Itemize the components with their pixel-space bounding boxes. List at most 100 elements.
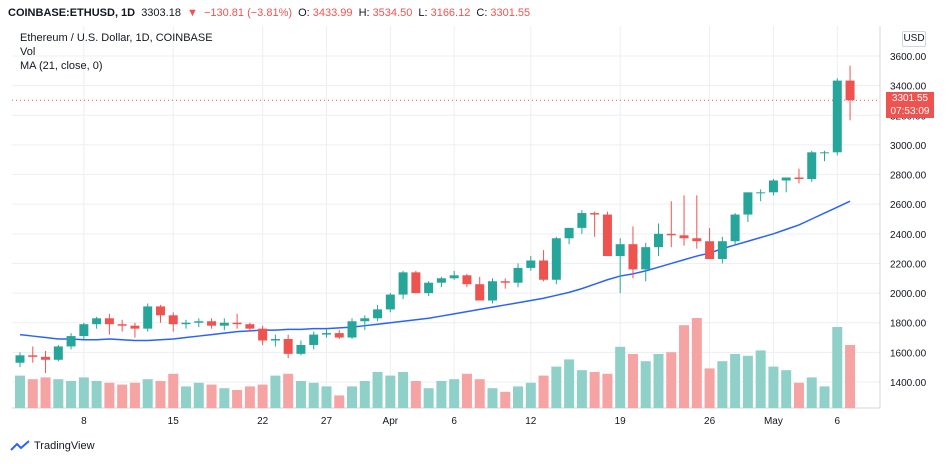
volume-bar bbox=[142, 379, 153, 408]
low-label: L: bbox=[418, 7, 428, 19]
close-value: 3301.55 bbox=[490, 7, 531, 19]
x-tick-label: 19 bbox=[615, 416, 627, 427]
candle-body bbox=[602, 214, 612, 257]
candle-body bbox=[321, 333, 331, 335]
candle-body bbox=[334, 333, 344, 338]
candle-body bbox=[155, 306, 165, 316]
candle-body bbox=[717, 241, 727, 260]
y-tick-label: 1600.00 bbox=[890, 348, 927, 359]
last-price-tag: 3301.55 07:53:09 bbox=[886, 92, 934, 118]
candle-body bbox=[411, 272, 421, 294]
candle-body bbox=[130, 325, 140, 329]
volume-bar bbox=[385, 375, 396, 408]
x-tick-label: 6 bbox=[834, 416, 840, 427]
candle-body bbox=[66, 336, 76, 347]
price-tag-value: 3301.55 bbox=[891, 93, 929, 104]
volume-bar bbox=[653, 354, 664, 408]
volume-bar bbox=[691, 318, 702, 408]
candle-body bbox=[692, 238, 702, 242]
candle-body bbox=[768, 180, 778, 193]
candle-body bbox=[296, 344, 306, 354]
candle-body bbox=[526, 260, 536, 268]
y-tick-label: 2800.00 bbox=[890, 171, 927, 182]
volume-bar bbox=[627, 354, 638, 408]
volume-bar bbox=[755, 350, 766, 408]
currency-button[interactable]: USD bbox=[902, 31, 926, 47]
high-value: 3534.50 bbox=[372, 7, 413, 19]
y-tick-label: 3600.00 bbox=[890, 52, 927, 63]
price-tag-countdown: 07:53:09 bbox=[890, 106, 930, 117]
candle-body bbox=[424, 282, 434, 294]
candle-body bbox=[832, 80, 842, 153]
candle-body bbox=[143, 306, 153, 329]
x-tick-label: Apr bbox=[383, 416, 399, 427]
volume-bar bbox=[53, 379, 64, 408]
open-value: 3433.99 bbox=[312, 7, 353, 19]
candle-body bbox=[577, 213, 587, 228]
volume-bar bbox=[819, 386, 830, 408]
volume-bar bbox=[244, 386, 255, 408]
tradingview-logo-icon bbox=[10, 440, 30, 451]
y-tick-label: 3000.00 bbox=[890, 141, 927, 152]
y-tick-label: 1400.00 bbox=[890, 378, 927, 389]
volume-bar bbox=[806, 377, 817, 408]
candle-body bbox=[781, 177, 791, 181]
change-arrow-icon: ▼ bbox=[187, 7, 198, 19]
candle-body bbox=[756, 192, 766, 194]
candle-body bbox=[92, 318, 102, 325]
y-tick-label: 2600.00 bbox=[890, 200, 927, 211]
candle-body bbox=[373, 309, 383, 319]
candle-body bbox=[551, 238, 561, 280]
volume-bar bbox=[372, 372, 383, 408]
footer-brand[interactable]: TradingView bbox=[10, 438, 95, 454]
close-label: C: bbox=[476, 7, 488, 19]
ticker-header: COINBASE:ETHUSD, 1D 3303.18 ▼ −130.81 (−… bbox=[0, 0, 949, 26]
candle-body bbox=[79, 324, 89, 337]
candle-body bbox=[207, 321, 217, 326]
volume-bar bbox=[564, 359, 575, 408]
volume-bar bbox=[321, 386, 332, 408]
last-price: 3303.18 bbox=[141, 7, 181, 19]
volume-bar bbox=[730, 354, 741, 408]
candle-body bbox=[705, 241, 715, 260]
volume-bar bbox=[40, 377, 51, 408]
volume-bar bbox=[398, 372, 409, 408]
candle-body bbox=[730, 214, 740, 242]
high-label: H: bbox=[358, 7, 370, 19]
chart-title: Ethereum / U.S. Dollar, 1D, COINBASE bbox=[20, 32, 213, 44]
x-tick-label: 27 bbox=[321, 416, 333, 427]
volume-bar bbox=[257, 384, 268, 408]
volume-bar bbox=[704, 368, 715, 408]
candle-body bbox=[500, 281, 510, 283]
chart-legend: Ethereum / U.S. Dollar, 1D, COINBASE Vol… bbox=[20, 31, 213, 73]
candle-body bbox=[462, 275, 472, 285]
x-tick-label: 22 bbox=[257, 416, 269, 427]
candle-body bbox=[449, 275, 459, 279]
candle-body bbox=[309, 334, 319, 345]
volume-bar bbox=[487, 388, 498, 408]
volume-bar bbox=[155, 381, 166, 408]
candle-body bbox=[845, 80, 855, 101]
candle-body bbox=[539, 260, 549, 280]
candle-body bbox=[104, 318, 114, 325]
volume-bar bbox=[168, 373, 179, 408]
volume-bar bbox=[500, 391, 511, 408]
volume-bar bbox=[474, 379, 485, 408]
candle-body bbox=[360, 318, 370, 322]
volume-bar bbox=[615, 346, 626, 408]
x-tick-label: 8 bbox=[81, 416, 87, 427]
candle-body bbox=[181, 322, 191, 325]
candle-body bbox=[807, 152, 817, 179]
volume-bar bbox=[679, 325, 690, 408]
volume-bar bbox=[193, 382, 204, 408]
candle-body bbox=[628, 244, 638, 270]
volume-bar bbox=[66, 381, 77, 408]
candle-body bbox=[436, 278, 446, 283]
volume-bar bbox=[308, 382, 319, 408]
volume-bar bbox=[359, 381, 370, 408]
volume-bar bbox=[525, 382, 536, 408]
volume-bar bbox=[742, 355, 753, 408]
volume-bar bbox=[206, 384, 217, 408]
volume-bar bbox=[410, 381, 421, 408]
